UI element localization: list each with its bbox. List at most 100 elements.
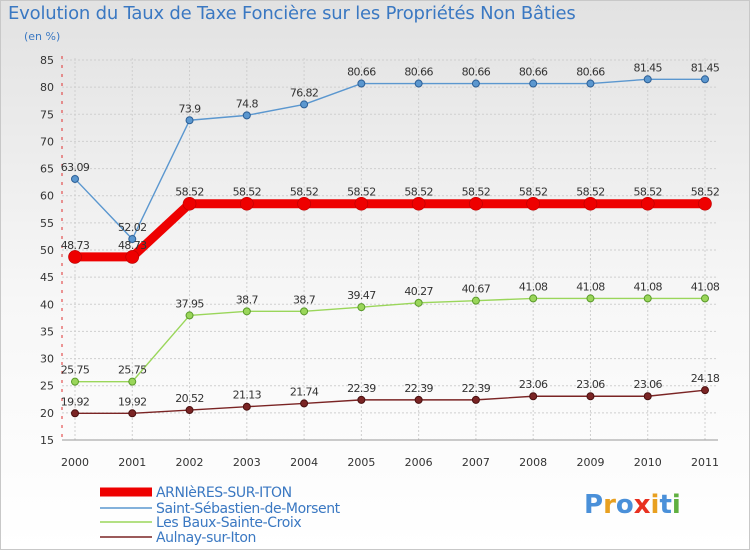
- data-point: [300, 399, 309, 408]
- data-point: [357, 395, 366, 404]
- y-tick-label: 85: [40, 54, 54, 67]
- data-point: [357, 79, 366, 88]
- data-label: 58.52: [576, 186, 605, 199]
- data-point: [643, 392, 652, 401]
- data-label: 41.08: [633, 280, 662, 293]
- series-line: [74, 78, 706, 240]
- data-label: 58.52: [691, 186, 720, 199]
- data-point: [242, 402, 251, 411]
- data-point: [586, 392, 595, 401]
- x-tick-label: 2001: [118, 456, 146, 469]
- data-point: [71, 174, 79, 183]
- legend: ARNIèRES-SUR-ITONSaint-Sébastien-de-Mors…: [100, 485, 341, 546]
- data-point: [471, 395, 480, 404]
- legend-label: Saint-Sébastien-de-Morsent: [156, 501, 341, 517]
- data-point: [586, 79, 595, 88]
- data-point: [640, 196, 655, 211]
- data-label: 41.08: [576, 280, 605, 293]
- data-point: [357, 303, 366, 312]
- data-label: 80.66: [519, 66, 548, 79]
- data-label: 80.66: [462, 66, 491, 79]
- x-tick-label: 2006: [405, 456, 433, 469]
- data-point: [128, 235, 137, 244]
- data-point: [297, 196, 311, 211]
- data-label: 81.45: [691, 61, 720, 74]
- y-tick-label: 65: [40, 163, 54, 176]
- logo-letter: P: [584, 490, 604, 520]
- legend-label: ARNIèRES-SUR-ITON: [156, 485, 292, 501]
- grid-lines: [62, 58, 718, 441]
- data-label: 52.02: [118, 221, 147, 234]
- x-tick-label: 2009: [576, 456, 604, 469]
- data-point: [471, 296, 480, 305]
- logo-letter: t: [659, 490, 672, 520]
- x-tick-label: 2000: [61, 456, 89, 469]
- data-label: 23.06: [633, 378, 662, 391]
- chart-title: Evolution du Taux de Taxe Foncière sur l…: [8, 3, 576, 24]
- data-point: [471, 79, 480, 88]
- y-tick-label: 35: [40, 325, 54, 338]
- data-label: 58.52: [175, 186, 204, 199]
- data-label: 80.66: [576, 66, 605, 79]
- data-point: [125, 250, 140, 264]
- y-tick-label: 70: [40, 135, 54, 148]
- data-point: [529, 392, 538, 401]
- data-point: [526, 196, 540, 211]
- data-point: [529, 294, 538, 303]
- y-tick-label: 55: [40, 217, 54, 230]
- data-label: 25.75: [118, 364, 147, 377]
- x-tick-label: 2005: [347, 456, 375, 469]
- data-label: 41.08: [519, 280, 548, 293]
- y-tick-label: 40: [40, 298, 54, 311]
- data-label: 58.52: [290, 186, 319, 199]
- data-label: 38.7: [236, 293, 259, 306]
- x-tick-label: 2007: [462, 456, 490, 469]
- data-point: [701, 294, 709, 303]
- legend-label: Les Baux-Sainte-Croix: [156, 515, 301, 531]
- x-tick-label: 2008: [519, 456, 547, 469]
- y-tick-label: 25: [40, 380, 54, 393]
- y-tick-label: 45: [40, 271, 54, 284]
- y-axis-unit: (en %): [24, 30, 61, 43]
- data-point: [182, 196, 197, 211]
- data-label: 58.52: [404, 186, 433, 199]
- data-point: [414, 395, 423, 404]
- data-point: [698, 196, 712, 211]
- data-label: 22.39: [347, 382, 376, 395]
- data-label: 58.52: [519, 186, 548, 199]
- data-label: 48.73: [118, 239, 147, 252]
- data-label: 74.8: [236, 97, 259, 110]
- data-label: 76.82: [290, 86, 319, 99]
- series-line: [74, 297, 706, 383]
- logo-letter: o: [615, 490, 634, 520]
- data-point: [128, 409, 137, 418]
- data-label: 58.52: [233, 186, 262, 199]
- y-tick-label: 30: [40, 353, 54, 366]
- data-point: [414, 79, 423, 88]
- data-point: [586, 294, 595, 303]
- logo-letter: x: [633, 490, 651, 520]
- data-point: [583, 196, 598, 211]
- series-layer: [68, 75, 712, 418]
- data-point: [701, 75, 709, 84]
- data-point: [469, 196, 483, 211]
- data-point: [414, 298, 423, 307]
- data-point: [643, 75, 652, 84]
- legend-label: Aulnay-sur-Iton: [156, 530, 256, 546]
- data-label: 21.13: [233, 389, 262, 402]
- data-label: 80.66: [404, 66, 433, 79]
- x-tick-label: 2004: [290, 456, 318, 469]
- data-label: 25.75: [61, 364, 90, 377]
- data-label: 22.39: [462, 382, 491, 395]
- proxiti-logo: Proxiti: [584, 490, 681, 520]
- data-label: 38.7: [293, 293, 316, 306]
- data-point: [240, 196, 254, 211]
- series-ARNIèRES-SUR-ITON: [68, 196, 712, 264]
- data-label: 23.06: [576, 378, 605, 391]
- data-label: 21.74: [290, 385, 319, 398]
- data-point: [300, 307, 309, 316]
- data-label: 39.47: [347, 289, 376, 302]
- data-point: [242, 307, 251, 316]
- data-point: [242, 111, 251, 120]
